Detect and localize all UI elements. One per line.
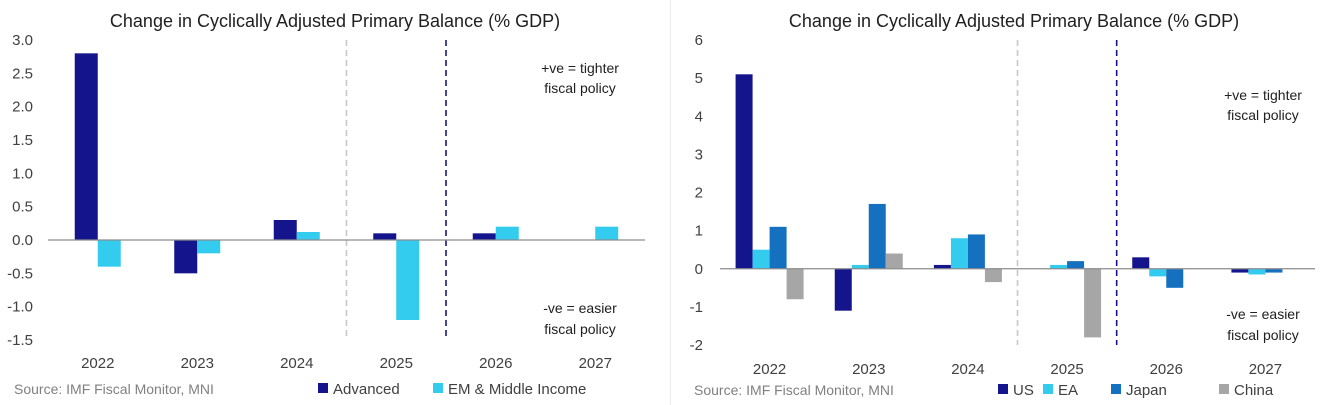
bar-advanced xyxy=(74,53,98,241)
x-category-label: 2023 xyxy=(852,361,885,378)
legend-label: Japan xyxy=(1126,382,1167,399)
bar-em-middle-income xyxy=(97,240,121,267)
source-note: Source: IMF Fiscal Monitor, MNI xyxy=(694,382,894,398)
y-tick-label: 1 xyxy=(695,223,703,240)
annotation-tighter: fiscal policy xyxy=(1227,107,1299,123)
annotation-easier: -ve = easier xyxy=(543,300,617,316)
chart-title: Change in Cyclically Adjusted Primary Ba… xyxy=(789,11,1239,31)
x-category-label: 2025 xyxy=(1050,361,1083,378)
legend-label: China xyxy=(1234,382,1274,399)
bar-advanced xyxy=(273,220,297,240)
annotation-tighter: fiscal policy xyxy=(544,80,616,96)
legend-label: Advanced xyxy=(333,381,400,398)
x-category-label: 2026 xyxy=(1150,361,1183,378)
bar-us xyxy=(735,74,753,269)
legend-swatch xyxy=(1219,384,1229,394)
source-note: Source: IMF Fiscal Monitor, MNI xyxy=(14,381,214,397)
x-category-label: 2022 xyxy=(753,361,786,378)
y-tick-label: 3 xyxy=(695,146,703,163)
legend-swatch xyxy=(1043,384,1053,394)
annotation-tighter: +ve = tighter xyxy=(1224,87,1302,103)
x-category-label: 2026 xyxy=(479,355,512,372)
y-tick-label: 2.0 xyxy=(12,99,33,116)
bar-japan xyxy=(967,234,985,269)
y-tick-label: 3.0 xyxy=(12,32,33,49)
x-category-label: 2027 xyxy=(579,355,612,372)
bar-japan xyxy=(868,203,886,269)
chart-panel-left: Change in Cyclically Adjusted Primary Ba… xyxy=(0,0,665,405)
y-tick-label: -1.5 xyxy=(7,332,33,349)
annotation-tighter: +ve = tighter xyxy=(541,60,619,76)
x-category-label: 2024 xyxy=(280,355,313,372)
bar-us xyxy=(834,268,852,311)
bar-advanced xyxy=(472,233,496,240)
bar-china xyxy=(885,253,903,269)
y-tick-label: 0 xyxy=(695,261,703,278)
legend-label: US xyxy=(1013,382,1034,399)
bar-em-middle-income xyxy=(595,226,619,240)
bar-em-middle-income xyxy=(296,232,320,240)
y-tick-label: 4 xyxy=(695,108,703,125)
bar-japan xyxy=(1166,268,1184,288)
panel-divider xyxy=(670,0,671,405)
bar-japan xyxy=(1265,268,1283,273)
chart-left: Change in Cyclically Adjusted Primary Ba… xyxy=(7,11,645,398)
y-tick-label: 1.0 xyxy=(12,165,33,182)
bar-china xyxy=(1084,268,1102,338)
bar-us xyxy=(1132,257,1150,269)
x-category-label: 2022 xyxy=(81,355,114,372)
y-tick-label: 6 xyxy=(695,32,703,49)
bar-ea xyxy=(752,249,770,269)
y-tick-label: 0.5 xyxy=(12,199,33,216)
bar-us xyxy=(1231,268,1249,273)
bar-ea xyxy=(950,238,968,269)
bar-em-middle-income xyxy=(396,240,420,320)
legend-label: EM & Middle Income xyxy=(448,381,586,398)
bar-ea xyxy=(1149,268,1167,277)
y-tick-label: -1 xyxy=(690,299,703,316)
y-tick-label: -1.0 xyxy=(7,299,33,316)
x-category-label: 2024 xyxy=(951,361,984,378)
chart-right: Change in Cyclically Adjusted Primary Ba… xyxy=(690,11,1315,399)
x-category-label: 2023 xyxy=(181,355,214,372)
bar-us xyxy=(933,264,951,269)
y-tick-label: -2 xyxy=(690,337,703,354)
bar-ea xyxy=(1248,268,1266,275)
y-tick-label: 1.5 xyxy=(12,132,33,149)
bar-china xyxy=(984,268,1002,283)
legend-swatch xyxy=(318,383,328,393)
bar-china xyxy=(786,268,804,300)
bar-em-middle-income xyxy=(495,226,519,240)
chart-panel-right: Change in Cyclically Adjusted Primary Ba… xyxy=(680,0,1335,405)
bar-advanced xyxy=(174,240,198,274)
chart-title: Change in Cyclically Adjusted Primary Ba… xyxy=(110,11,560,31)
bar-japan xyxy=(769,226,787,269)
bar-japan xyxy=(1067,261,1085,269)
y-tick-label: -0.5 xyxy=(7,265,33,282)
bar-ea xyxy=(851,264,869,269)
bar-advanced xyxy=(373,233,397,240)
legend-swatch xyxy=(433,383,443,393)
legend-swatch xyxy=(998,384,1008,394)
x-category-label: 2027 xyxy=(1249,361,1282,378)
annotation-easier: -ve = easier xyxy=(1226,306,1300,322)
annotation-easier: fiscal policy xyxy=(544,321,616,337)
y-tick-label: 0.0 xyxy=(12,232,33,249)
annotation-easier: fiscal policy xyxy=(1227,327,1299,343)
x-category-label: 2025 xyxy=(380,355,413,372)
y-tick-label: 2.5 xyxy=(12,65,33,82)
y-tick-label: 2 xyxy=(695,185,703,202)
y-tick-label: 5 xyxy=(695,70,703,87)
bar-ea xyxy=(1050,264,1068,269)
bar-em-middle-income xyxy=(197,240,221,254)
legend-swatch xyxy=(1111,384,1121,394)
legend-label: EA xyxy=(1058,382,1078,399)
